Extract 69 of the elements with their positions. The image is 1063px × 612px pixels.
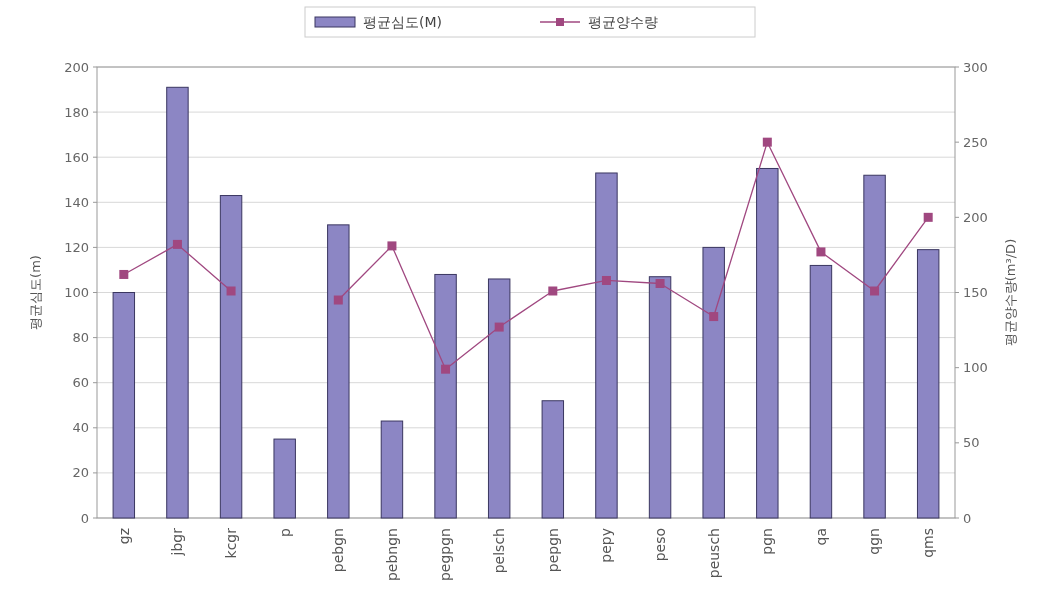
y2-tick-label: 150 xyxy=(963,285,988,301)
bar xyxy=(702,246,725,519)
point xyxy=(333,295,343,305)
x-tick-label: qa xyxy=(812,528,829,546)
bar xyxy=(166,86,189,519)
y-tick-label: 80 xyxy=(72,330,89,346)
point xyxy=(870,286,880,296)
x-tick-label: gz xyxy=(115,528,132,545)
x-tick-label: qgn xyxy=(866,528,883,555)
x-tick-label: qms xyxy=(920,528,937,558)
point xyxy=(387,241,397,251)
x-tick-label: peso xyxy=(651,528,668,562)
point xyxy=(655,278,665,288)
x-tick-label: pepgn xyxy=(544,528,561,573)
point xyxy=(172,239,182,249)
y2-tick-label: 300 xyxy=(963,59,988,75)
x-tick-label: pelsch xyxy=(491,528,508,574)
y-tick-label: 200 xyxy=(64,59,89,75)
point xyxy=(119,269,129,279)
point xyxy=(548,286,558,296)
bar xyxy=(541,400,565,519)
legend-label: 평균양수량 xyxy=(588,13,658,30)
x-tick-label: kcgr xyxy=(222,527,239,559)
bar xyxy=(916,249,940,519)
bar xyxy=(273,438,296,519)
y2-tick-label: 100 xyxy=(963,360,988,376)
y-tick-label: 0 xyxy=(80,510,89,526)
point xyxy=(816,247,826,257)
y-tick-label: 120 xyxy=(64,239,89,255)
x-tick-label: peusch xyxy=(705,528,722,579)
bar xyxy=(487,278,511,519)
y-tick-label: 140 xyxy=(64,194,89,210)
point xyxy=(226,286,236,296)
x-tick-label: p xyxy=(276,527,293,537)
y-tick-label: 100 xyxy=(64,285,89,301)
point xyxy=(601,275,611,285)
y-axis-title: 평균심도(m) xyxy=(28,255,43,330)
y2-tick-label: 0 xyxy=(963,510,972,526)
point xyxy=(762,137,772,147)
x-tick-label: jbgr xyxy=(169,527,186,557)
x-tick-label: pebgn xyxy=(330,528,347,573)
y2-axis-title: 평균양수량(m³/D) xyxy=(1003,238,1018,347)
point xyxy=(709,312,719,322)
point xyxy=(923,212,933,222)
bar xyxy=(434,273,457,519)
bar xyxy=(648,276,672,519)
legend-label: 평균심도(M) xyxy=(363,13,443,30)
bar xyxy=(380,420,404,519)
x-tick-label: pepy xyxy=(598,528,615,563)
bar xyxy=(595,172,618,519)
bar xyxy=(327,224,350,519)
x-tick-label: pegpgn xyxy=(437,528,454,582)
y-tick-label: 180 xyxy=(64,104,89,120)
y2-tick-label: 250 xyxy=(963,134,988,150)
y2-tick-label: 50 xyxy=(963,435,980,451)
y-tick-label: 20 xyxy=(72,465,89,481)
bar xyxy=(809,264,833,519)
x-tick-label: pebngn xyxy=(383,528,400,582)
y-tick-label: 40 xyxy=(72,420,89,436)
bar xyxy=(756,167,779,519)
bar xyxy=(112,292,136,519)
bar xyxy=(219,195,243,519)
y2-tick-label: 200 xyxy=(963,209,988,225)
bar xyxy=(863,174,886,519)
point xyxy=(494,322,504,332)
y-tick-label: 60 xyxy=(72,375,89,391)
x-tick-label: pgn xyxy=(759,528,776,555)
y-tick-label: 160 xyxy=(64,149,89,165)
point xyxy=(441,364,451,374)
